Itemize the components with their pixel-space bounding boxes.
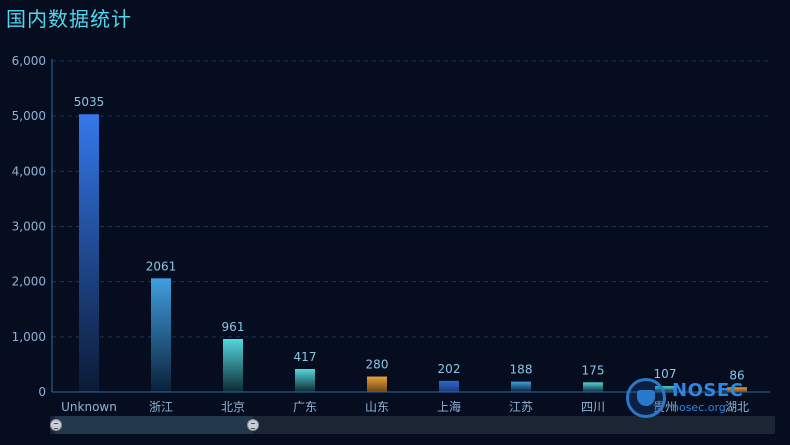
data-label: 280 [366, 358, 389, 372]
y-tick-label: 4,000 [12, 164, 46, 178]
data-zoom-handle-end[interactable] [247, 419, 259, 431]
y-tick-label: 5,000 [12, 109, 46, 123]
data-label: 175 [582, 363, 605, 377]
data-labels: 5035 2061 961 417 280 202 188 175 107 86 [74, 95, 745, 382]
bar-8[interactable] [583, 382, 603, 392]
x-tick-label: 江苏 [509, 400, 533, 414]
data-label: 202 [438, 362, 461, 376]
shield-logo-icon [626, 378, 666, 418]
x-tick-label: 浙江 [149, 400, 173, 414]
x-tick-label: Unknown [61, 400, 117, 414]
x-axis-ticks: Unknown 浙江 北京 广东 山东 上海 江苏 四川 贵州 湖北 [61, 399, 749, 414]
x-tick-label: 四川 [581, 400, 605, 414]
x-tick-label: 广东 [293, 400, 317, 414]
y-tick-label: 0 [38, 385, 46, 399]
watermark-url: nosec.org [672, 401, 726, 414]
y-axis-ticks: 0 1,000 2,000 3,000 4,000 5,000 6,000 [12, 54, 46, 399]
watermark-name: NOSEC [672, 380, 744, 401]
bar-2[interactable] [151, 278, 171, 392]
data-label: 417 [294, 350, 317, 364]
data-zoom-handle-start[interactable] [50, 419, 62, 431]
bar-10[interactable] [727, 387, 747, 392]
bar-1[interactable] [79, 114, 99, 392]
x-tick-label: 山东 [365, 400, 389, 414]
y-tick-label: 1,000 [12, 330, 46, 344]
y-tick-label: 2,000 [12, 275, 46, 289]
data-label: 107 [654, 367, 677, 381]
bars [79, 114, 747, 392]
bar-7[interactable] [511, 381, 531, 392]
x-tick-label: 上海 [437, 399, 461, 414]
x-tick-label: 北京 [221, 400, 245, 414]
bar-3[interactable] [223, 338, 243, 392]
data-label: 86 [729, 368, 744, 382]
x-tick-label: 湖北 [725, 399, 749, 414]
chart-title: 国内数据统计 [6, 7, 132, 31]
data-label: 188 [510, 363, 533, 377]
y-tick-label: 6,000 [12, 54, 46, 68]
bar-5[interactable] [367, 376, 387, 392]
data-zoom-window[interactable] [55, 416, 253, 434]
data-label: 2061 [146, 259, 177, 273]
watermark: NOSEC nosec.org [626, 376, 756, 424]
data-label: 5035 [74, 95, 105, 109]
bar-6[interactable] [439, 380, 459, 392]
bar-9[interactable] [655, 386, 675, 392]
bar-4[interactable] [295, 368, 315, 392]
y-tick-label: 3,000 [12, 220, 46, 234]
data-label: 961 [222, 320, 245, 334]
